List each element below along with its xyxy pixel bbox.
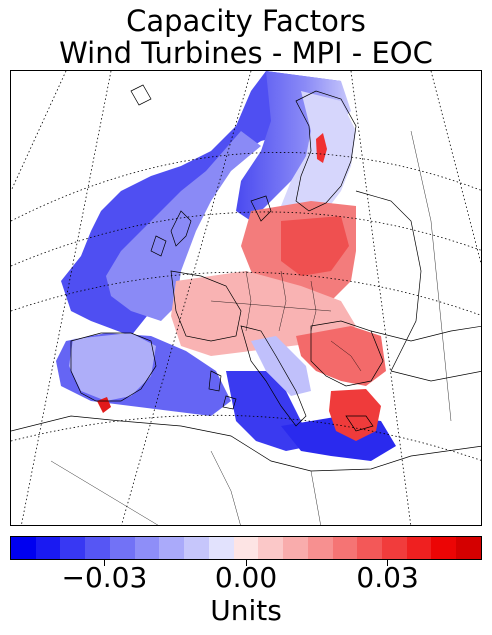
sweden-red-spot: [316, 133, 327, 163]
colorbar-swatch: [307, 537, 333, 559]
colorbar-swatch: [258, 537, 284, 559]
graticule: [11, 71, 481, 525]
colorbar-tick: [245, 560, 247, 566]
colorbar-swatch: [283, 537, 308, 559]
colorbar-tick-label: 0.00: [214, 561, 278, 594]
colorbar-swatch: [233, 537, 259, 559]
colorbar-swatch: [11, 537, 36, 559]
iberia-field: [69, 333, 156, 401]
colorbar-label: Units: [210, 594, 282, 627]
colorbar-tick-label: −0.03: [61, 561, 148, 594]
colorbar-swatch: [109, 537, 135, 559]
coastlines: [11, 84, 481, 472]
colorbar-swatch: [382, 537, 407, 559]
colorbar-swatch: [184, 537, 209, 559]
russia-nodata: [356, 111, 481, 421]
colorbar-swatch: [60, 537, 86, 559]
colorbar-swatch: [332, 537, 358, 559]
colorbar-swatch: [456, 537, 481, 559]
colorbar-swatch: [208, 537, 234, 559]
colorbar-swatch: [406, 537, 432, 559]
colorbar-tick: [103, 560, 105, 566]
map-title-line1: Capacity Factors: [126, 4, 366, 38]
colorbar-swatch: [357, 537, 383, 559]
country-borders: [50, 130, 452, 525]
colorbar-tick: [387, 560, 389, 566]
atlantic-inner: [106, 131, 261, 321]
colorbar: [10, 536, 482, 560]
colorbar-swatch: [85, 537, 110, 559]
balkan-field: [296, 326, 386, 386]
colorbar-swatch: [431, 537, 457, 559]
baltic-core: [281, 216, 349, 276]
aegean-red-field: [329, 389, 381, 441]
africa-nodata: [11, 411, 481, 525]
colorbar-swatch: [35, 537, 61, 559]
colorbar-swatch: [134, 537, 160, 559]
map-canvas: [11, 71, 481, 525]
colorbar-swatch: [159, 537, 185, 559]
colorbar-tick-label: 0.03: [356, 561, 419, 594]
map-title-line2: Wind Turbines - MPI - EOC: [59, 36, 433, 70]
greenland-nodata: [11, 71, 101, 131]
map-frame: [10, 70, 482, 526]
adriatic-field: [251, 336, 311, 396]
